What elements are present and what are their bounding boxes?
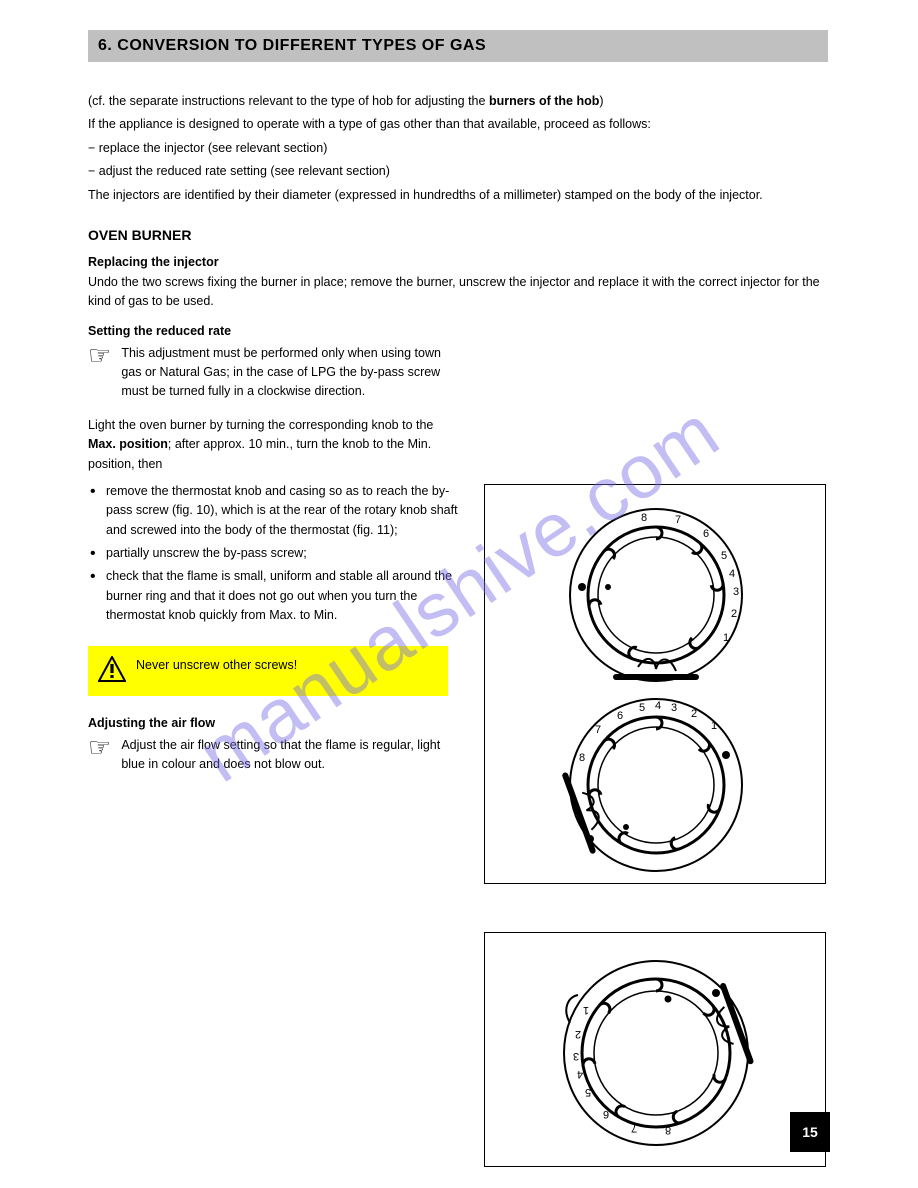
svg-text:6: 6 [603, 1108, 609, 1120]
body-content: (cf. the separate instructions relevant … [88, 92, 828, 774]
pointing-hand-icon: ☞ [88, 734, 111, 760]
figure-b-container: 1 2 3 4 5 6 7 8 [484, 932, 826, 1167]
left-column: ☞ This adjustment must be performed only… [88, 344, 458, 775]
svg-text:4: 4 [655, 700, 661, 712]
replace-heading: Replacing the injector [88, 255, 828, 269]
bullet-2: partially unscrew the by-pass screw; [88, 544, 458, 563]
svg-text:2: 2 [691, 708, 697, 720]
intro-line1: (cf. the separate instructions relevant … [88, 92, 828, 111]
svg-text:3: 3 [573, 1050, 579, 1062]
dial-illustration-a: 1 2 3 4 5 6 7 8 [485, 485, 827, 885]
svg-text:7: 7 [595, 724, 601, 736]
section-header-bar: 6. CONVERSION TO DIFFERENT TYPES OF GAS [88, 30, 828, 62]
intro-line1-post: ) [599, 94, 603, 108]
dial-illustration-b: 1 2 3 4 5 6 7 8 [485, 933, 827, 1168]
note-row-1: ☞ This adjustment must be performed only… [88, 344, 458, 402]
note-1-text: This adjustment must be performed only w… [121, 344, 458, 402]
svg-text:1: 1 [583, 1004, 589, 1016]
intro-line1-pre: (cf. the separate instructions relevant … [88, 94, 489, 108]
step1-pre: Light the oven burner by turning the cor… [88, 418, 433, 432]
bullet-3: check that the flame is small, uniform a… [88, 567, 458, 625]
note-row-2: ☞ Adjust the air flow setting so that th… [88, 736, 458, 775]
svg-text:2: 2 [731, 608, 737, 620]
step1: Light the oven burner by turning the cor… [88, 416, 458, 474]
svg-text:3: 3 [733, 586, 739, 598]
svg-text:8: 8 [665, 1124, 671, 1136]
page-container: 6. CONVERSION TO DIFFERENT TYPES OF GAS … [88, 30, 828, 774]
svg-text:5: 5 [721, 550, 727, 562]
intro-list-2: − adjust the reduced rate setting (see r… [88, 162, 828, 181]
airflow-note-text: Adjust the air flow setting so that the … [121, 736, 458, 775]
page-number: 15 [802, 1124, 818, 1140]
svg-text:4: 4 [577, 1068, 583, 1080]
svg-text:5: 5 [585, 1086, 591, 1098]
svg-text:1: 1 [711, 720, 717, 732]
intro-p2: If the appliance is designed to operate … [88, 115, 828, 134]
page-number-box: 15 [790, 1112, 830, 1152]
svg-text:1: 1 [723, 632, 729, 644]
svg-text:3: 3 [671, 702, 677, 714]
oven-heading: OVEN BURNER [88, 227, 828, 243]
svg-text:7: 7 [631, 1122, 637, 1134]
intro-line1-bold: burners of the hob [489, 94, 599, 108]
svg-text:5: 5 [639, 702, 645, 714]
svg-text:8: 8 [579, 752, 585, 764]
svg-text:4: 4 [729, 568, 735, 580]
replace-para: Undo the two screws fixing the burner in… [88, 273, 828, 312]
pointing-hand-icon: ☞ [88, 342, 111, 368]
svg-text:8: 8 [641, 512, 647, 524]
warning-box: Never unscrew other screws! [88, 646, 448, 696]
intro-block: (cf. the separate instructions relevant … [88, 92, 828, 205]
oven-bullets: remove the thermostat knob and casing so… [88, 482, 458, 626]
warning-triangle-icon [98, 656, 126, 682]
intro-list-1: − replace the injector (see relevant sec… [88, 139, 828, 158]
bullet-1: remove the thermostat knob and casing so… [88, 482, 458, 540]
reduced-rate-heading: Setting the reduced rate [88, 324, 828, 338]
section-header-title: 6. CONVERSION TO DIFFERENT TYPES OF GAS [98, 37, 486, 55]
step1-bold: Max. position [88, 437, 168, 451]
airflow-heading: Adjusting the air flow [88, 716, 458, 730]
svg-text:6: 6 [617, 710, 623, 722]
figure-a-container: 1 2 3 4 5 6 7 8 [484, 484, 826, 884]
warning-text: Never unscrew other screws! [136, 656, 297, 675]
svg-text:2: 2 [575, 1028, 581, 1040]
svg-text:7: 7 [675, 514, 681, 526]
intro-p3: The injectors are identified by their di… [88, 186, 828, 205]
svg-text:6: 6 [703, 528, 709, 540]
